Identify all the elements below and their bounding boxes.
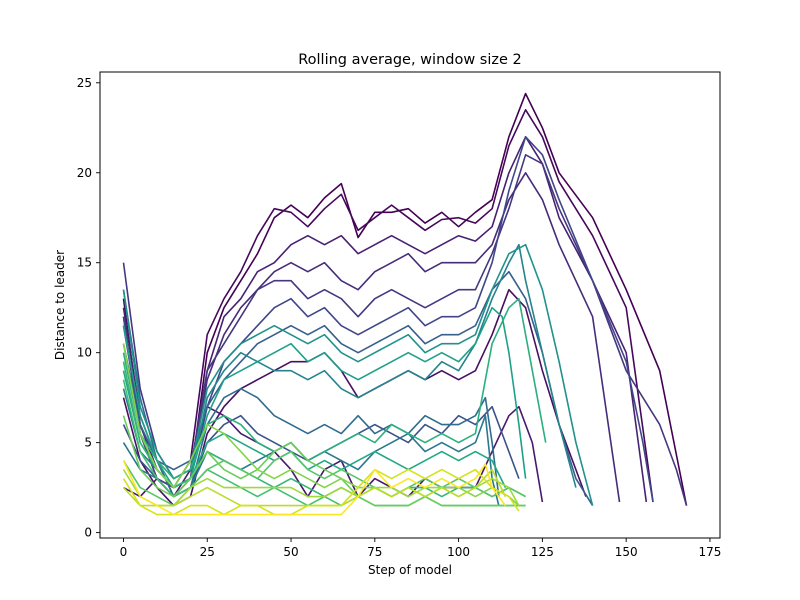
x-tick-label-3: 75 [367,545,382,559]
x-tick-label-7: 175 [698,545,721,559]
y-tick-label-5: 25 [77,76,92,90]
y-tick-label-3: 15 [77,256,92,270]
series-layer [122,92,688,516]
x-tick-label-0: 0 [120,545,128,559]
series-line-13 [122,243,577,489]
y-tick-label-1: 5 [84,436,92,450]
series-line-17 [122,297,547,480]
x-tick-label-2: 50 [283,545,298,559]
x-tick-label-6: 150 [615,545,638,559]
series-line-7 [122,154,688,506]
y-tick-label-4: 20 [77,166,92,180]
series-line-21 [122,415,526,507]
x-tick-label-4: 100 [447,545,470,559]
series-line-1 [122,92,688,506]
x-axis-label: Step of model [368,563,452,577]
chart-title: Rolling average, window size 2 [298,52,522,68]
series-line-15 [122,306,527,489]
x-tick-label-5: 125 [531,545,554,559]
series-line-2 [122,109,654,503]
y-tick-label-0: 0 [84,526,92,540]
x-axis: 0 25 50 75 100 125 150 175 [120,538,721,559]
y-axis: 0 5 10 15 20 25 [77,76,100,540]
series-line-18 [122,361,526,498]
series-line-26 [122,460,507,516]
y-axis-label: Distance to leader [53,250,67,360]
series-line-25 [122,468,520,516]
y-tick-label-2: 10 [77,346,92,360]
series-line-14 [122,243,594,506]
plot-frame [99,71,721,539]
x-tick-label-1: 25 [200,545,215,559]
